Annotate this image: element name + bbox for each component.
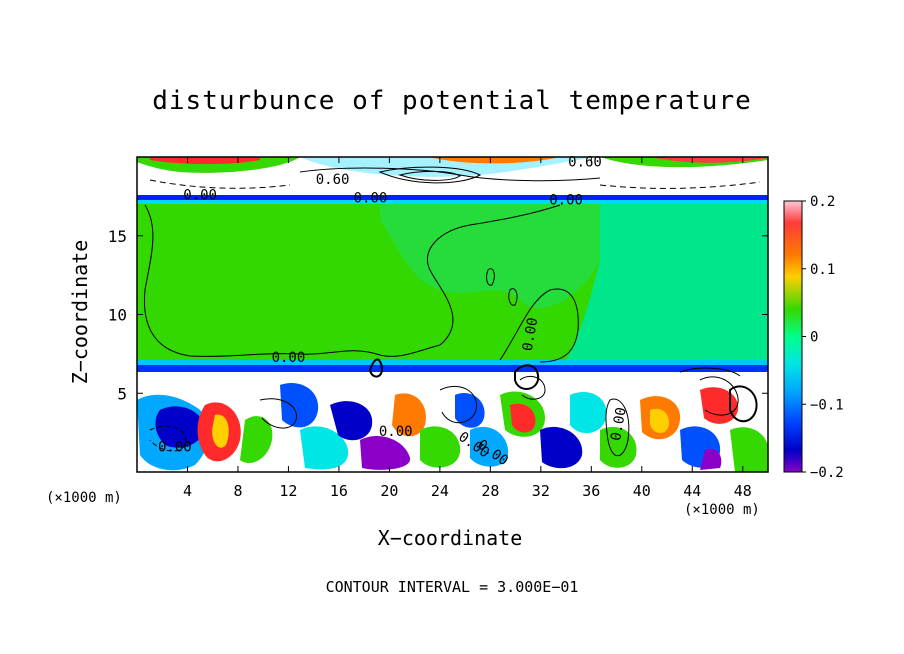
x-tick-label: 28 [481, 482, 499, 500]
contour-label: 0.00 [549, 192, 583, 208]
x-tick-label: 40 [633, 482, 651, 500]
x-tick-label: 24 [431, 482, 449, 500]
contour-label: 0.00 [158, 440, 192, 456]
inversion-blue-line [137, 364, 768, 372]
inversion-cyan-line [137, 360, 768, 365]
contour-label: 0.00 [272, 350, 306, 366]
contour-label-group: 0.600.600.00 0.00 0.000.000.000.000.00 0.00… [158, 154, 630, 469]
x-tick-label: 4 [183, 482, 192, 500]
x-unit-label-left: (×1000 m) [46, 490, 122, 506]
mid-layer-field-east [560, 200, 768, 370]
x-axis-label: X−coordinate [377, 526, 523, 550]
contour-label: 0.60 [316, 172, 350, 188]
colorbar-tick-label: −0.2 [810, 465, 844, 481]
y-tick-label: 15 [108, 227, 127, 246]
lower-blobs [137, 382, 768, 472]
x-tick-label: 8 [233, 482, 242, 500]
colorbar-tick-label: 0 [810, 330, 818, 346]
y-tick-label: 10 [108, 306, 127, 325]
colorbar-tick-label: 0.2 [810, 194, 835, 210]
y-tick-label: 5 [117, 384, 127, 403]
contour-interval-note: CONTOUR INTERVAL = 3.000E−01 [325, 578, 579, 596]
upper-red-band [150, 157, 260, 165]
x-tick-label: 36 [582, 482, 600, 500]
contour-label: 0.00 [354, 191, 388, 207]
tropopause-cyan-line [137, 200, 768, 204]
field-layer [137, 157, 768, 472]
x-tick-label: 12 [279, 482, 297, 500]
x-tick-label: 20 [380, 482, 398, 500]
mid-layer-field-patch [380, 200, 600, 308]
colorbar-tick-label: −0.1 [810, 397, 844, 413]
colorbar [783, 200, 803, 473]
upper-red-band-east [650, 157, 768, 163]
contour-label: 0.00 [183, 188, 217, 204]
colorbar-tick-label: 0.1 [810, 262, 835, 278]
contour-label: 0.60 [568, 154, 602, 170]
contour-label: 0.00 [520, 316, 542, 352]
x-unit-label-right: (×1000 m) [684, 502, 760, 518]
tropopause-blue-line [137, 195, 768, 203]
chart-title: disturbunce of potential temperature [152, 86, 752, 116]
contour-lines [143, 166, 761, 457]
contour-label: 0.00 [379, 424, 413, 440]
x-tick-label: 44 [683, 482, 701, 500]
x-tick-label: 16 [330, 482, 348, 500]
y-axis-label: Z−coordinate [68, 239, 92, 385]
x-axis-ticks: 4 8 12 16 20 24 28 32 36 40 44 48 [183, 157, 752, 500]
x-tick-label: 48 [734, 482, 752, 500]
colorbar-ticks: 0.2 0.1 0 −0.1 −0.2 [802, 194, 844, 481]
contour-label: 0.00 [608, 406, 630, 442]
upper-orange-band [430, 157, 560, 164]
y-axis-ticks: 5 10 15 [108, 227, 768, 403]
x-tick-label: 32 [532, 482, 550, 500]
